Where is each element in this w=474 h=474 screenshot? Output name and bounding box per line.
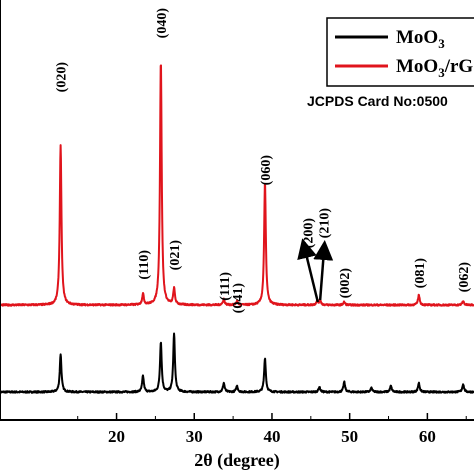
peak-arrow <box>313 240 334 301</box>
x-tick-label: 30 <box>186 427 203 446</box>
peak-label: (081) <box>413 258 428 289</box>
peak-label: (040) <box>155 8 170 39</box>
peak-label: (062) <box>457 262 472 293</box>
x-tick-label: 40 <box>263 427 280 446</box>
legend-label-moo3-sub: 3 <box>438 36 445 51</box>
peak-label: (210) <box>317 208 332 239</box>
peak-label: (110) <box>137 250 152 280</box>
x-tick-label: 20 <box>108 427 125 446</box>
legend: MoO3 MoO3/rG <box>326 17 474 87</box>
series-line-moo3 <box>0 332 474 394</box>
peak-label: (002) <box>338 268 353 299</box>
x-axis: 20 30 40 50 60 <box>77 413 467 446</box>
legend-label-moo3-rgo-main: MoO <box>396 56 438 77</box>
peak-arrow <box>297 238 320 303</box>
x-tick-label: 60 <box>419 427 436 446</box>
legend-box <box>326 17 474 87</box>
series-layer <box>0 64 474 394</box>
peak-labels: (020) (040) (110) (021) (111)(041) (060) (200)… <box>55 8 473 314</box>
series-line-moo3-rgo <box>0 64 474 307</box>
legend-label-moo3: MoO3 <box>396 27 445 51</box>
peak-arrows <box>297 238 334 303</box>
legend-label-moo3-rgo-rest: /rG <box>444 56 474 77</box>
peak-label: (200) <box>302 218 317 249</box>
x-tick-label: 50 <box>341 427 358 446</box>
jcpds-annotation: JCPDS Card No:0500 <box>307 93 448 109</box>
peak-label: (021) <box>168 240 183 271</box>
legend-label-moo3-main: MoO <box>396 27 438 48</box>
peak-label: (041) <box>231 283 246 314</box>
legend-label-moo3-rgo: MoO3/rG <box>396 56 473 80</box>
x-axis-title: 2θ (degree) <box>194 450 280 471</box>
peak-label: (020) <box>55 62 70 93</box>
peak-label: (111) <box>218 272 233 301</box>
legend-label-moo3-rgo-sub: 3 <box>438 65 445 80</box>
peak-label: (060) <box>259 155 274 186</box>
